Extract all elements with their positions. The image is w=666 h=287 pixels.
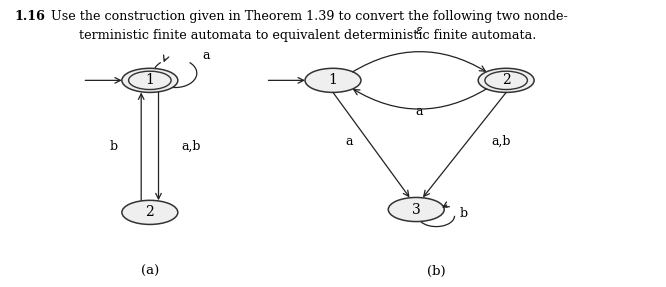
Text: a: a xyxy=(202,49,210,62)
Circle shape xyxy=(122,200,178,224)
Text: 3: 3 xyxy=(412,203,421,216)
Text: 2: 2 xyxy=(145,205,155,219)
Text: a: a xyxy=(416,105,424,118)
Text: ε: ε xyxy=(416,24,423,37)
Text: 1: 1 xyxy=(328,73,338,87)
Text: Use the construction given in Theorem 1.39 to convert the following two nonde-
 : Use the construction given in Theorem 1.… xyxy=(43,10,568,42)
Circle shape xyxy=(478,68,534,92)
Text: a: a xyxy=(346,135,353,148)
Text: (b): (b) xyxy=(427,265,446,278)
Text: a,b: a,b xyxy=(492,135,511,148)
Text: (a): (a) xyxy=(141,265,159,278)
Text: b: b xyxy=(460,207,468,220)
Circle shape xyxy=(122,68,178,92)
Text: 2: 2 xyxy=(501,73,511,87)
Circle shape xyxy=(388,197,444,222)
Text: 1: 1 xyxy=(145,73,155,87)
Text: a,b: a,b xyxy=(182,140,201,153)
Text: 1.16: 1.16 xyxy=(15,10,45,23)
Circle shape xyxy=(305,68,361,92)
Text: b: b xyxy=(110,140,118,153)
